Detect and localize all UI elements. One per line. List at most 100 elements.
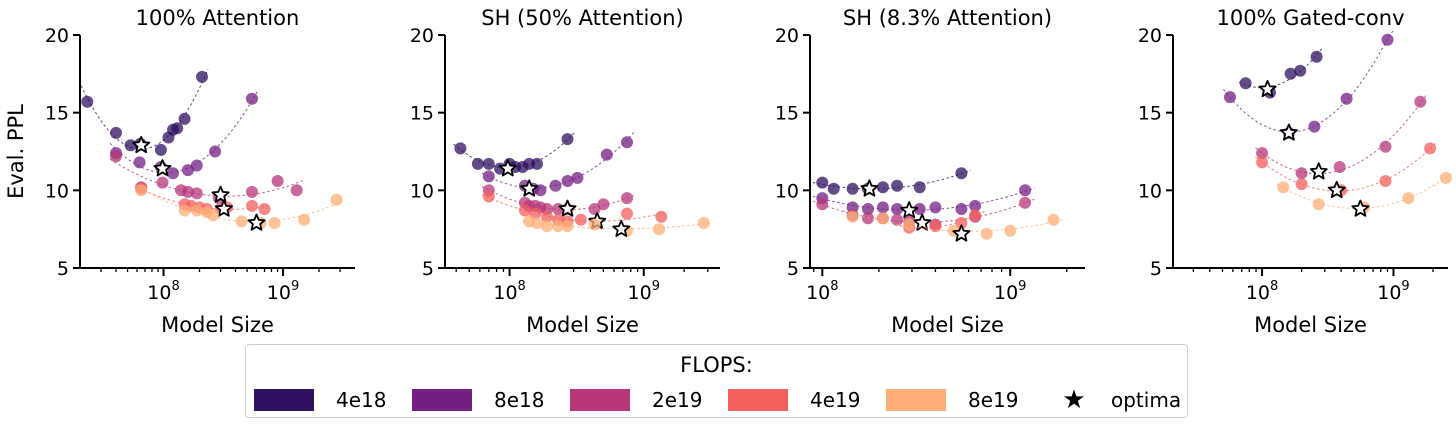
- data-point: [827, 182, 840, 195]
- x-axis-label: Model Size: [526, 313, 639, 337]
- data-point: [196, 70, 208, 83]
- y-tick-label: 20: [775, 25, 799, 47]
- data-point: [955, 203, 968, 215]
- legend: FLOPS: 4e18 8e18 2e19 4e19 8e19: [245, 344, 1188, 418]
- data-point: [846, 210, 859, 223]
- series-4e18: [812, 167, 971, 197]
- panel-title: SH (8.3% Attention): [843, 6, 1052, 30]
- y-tick-label: 15: [1138, 103, 1162, 125]
- data-point: [110, 126, 122, 139]
- panel-4: 100% Gated-conv 5 10 15 20 108 109 Model Size: [1138, 6, 1453, 337]
- y-tick-label: 15: [45, 103, 69, 125]
- legend-row: 4e18 8e18 2e19 4e19 8e19 ★ optima: [254, 387, 1184, 413]
- data-point: [876, 201, 889, 214]
- data-point: [207, 209, 220, 222]
- data-point: [549, 179, 562, 192]
- data-point: [1381, 33, 1394, 46]
- fit-curve: [109, 90, 259, 174]
- optimum-star: [498, 159, 517, 177]
- data-point: [816, 198, 829, 211]
- data-point: [846, 182, 859, 195]
- data-point: [891, 203, 904, 215]
- x-tick-label: 108: [1246, 279, 1278, 304]
- data-point: [929, 201, 942, 214]
- data-point: [955, 217, 968, 229]
- y-tick-label: 20: [410, 25, 434, 47]
- data-point: [955, 167, 968, 180]
- data-point: [178, 204, 191, 217]
- optimum-star: [1258, 80, 1277, 98]
- data-point: [171, 122, 184, 135]
- data-point: [330, 193, 343, 206]
- data-point: [1224, 91, 1236, 104]
- data-point: [290, 184, 303, 197]
- x-axis-label: Model Size: [891, 313, 1004, 337]
- panel-1: 100% Attention 5 10 15 20 108 109 Model Size Eva…: [4, 6, 355, 337]
- data-point: [571, 171, 584, 184]
- data-point: [1295, 178, 1308, 191]
- optimum-star: [860, 179, 879, 197]
- series-4e18: [1238, 46, 1324, 99]
- series-4e18: [453, 132, 575, 177]
- optimum-star: [1279, 123, 1298, 141]
- data-point: [561, 220, 574, 233]
- optimum-star: [913, 213, 932, 231]
- data-point: [621, 136, 633, 149]
- data-point: [903, 218, 916, 231]
- data-point: [167, 167, 179, 180]
- y-tick-label: 5: [57, 258, 69, 280]
- y-tick-label: 5: [422, 258, 434, 280]
- x-axis-label: Model Size: [1254, 313, 1367, 337]
- legend-item-4e19: 4e19: [728, 387, 860, 413]
- data-point: [1340, 92, 1353, 105]
- legend-label-optima: optima: [1111, 388, 1182, 412]
- x-tick-label: 109: [1377, 279, 1409, 304]
- data-point: [891, 179, 904, 192]
- data-point: [588, 218, 601, 231]
- optimum-star: [1309, 162, 1328, 180]
- x-axis-label: Model Size: [161, 313, 274, 337]
- x-tick-label: 109: [994, 279, 1026, 304]
- legend-star-icon: ★: [1062, 385, 1086, 415]
- legend-swatch-4e19: [728, 389, 788, 411]
- y-tick-label: 15: [775, 103, 799, 125]
- data-point: [574, 213, 587, 226]
- data-point: [482, 190, 495, 203]
- legend-item-2e19: 2e19: [570, 387, 702, 413]
- data-point: [454, 142, 467, 155]
- data-point: [235, 215, 248, 228]
- y-tick-label: 10: [45, 180, 69, 202]
- data-point: [246, 185, 258, 198]
- data-point: [298, 213, 311, 226]
- data-point: [133, 156, 146, 169]
- data-point: [697, 217, 710, 229]
- fit-curve: [1255, 142, 1438, 192]
- series-8e18: [1223, 29, 1395, 141]
- legend-swatch-2e19: [570, 389, 630, 411]
- series-4e18: [80, 68, 209, 156]
- data-point: [154, 143, 167, 156]
- legend-label-8e18: 8e18: [494, 388, 545, 412]
- optimum-star: [153, 159, 172, 177]
- data-point: [531, 157, 543, 170]
- data-point: [258, 203, 271, 215]
- legend-swatch-4e18: [254, 389, 314, 411]
- series-8e19: [843, 210, 1064, 242]
- data-point: [541, 210, 553, 223]
- data-point: [969, 199, 982, 212]
- data-point: [561, 133, 574, 146]
- data-point: [1379, 175, 1392, 187]
- optimum-star: [952, 224, 971, 242]
- y-tick-label: 10: [775, 180, 799, 202]
- y-tick-label: 10: [410, 180, 434, 202]
- optimum-star: [211, 185, 230, 203]
- data-point: [1284, 67, 1297, 80]
- data-point: [246, 199, 258, 212]
- legend-item-4e18: 4e18: [254, 387, 386, 413]
- data-point: [190, 187, 203, 200]
- panel-title: 100% Attention: [136, 6, 300, 30]
- data-point: [913, 203, 926, 215]
- series-8e19: [522, 215, 711, 237]
- data-point: [271, 175, 284, 187]
